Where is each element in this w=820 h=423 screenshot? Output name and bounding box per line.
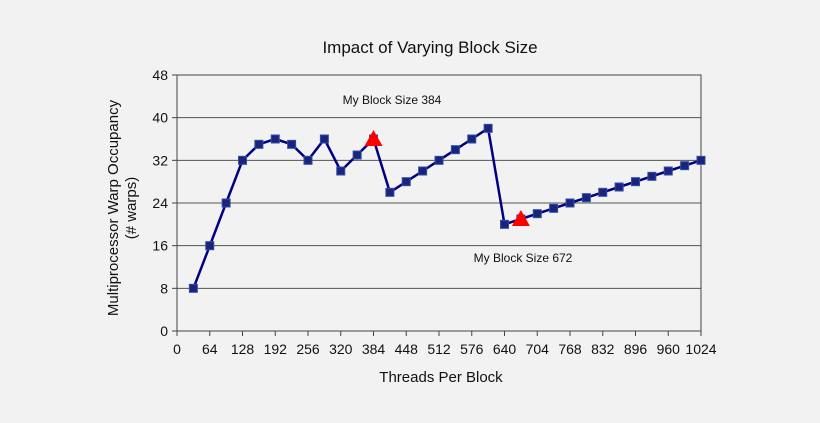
y-tick-label-40: 40 <box>152 110 168 126</box>
y-tick-label-0: 0 <box>160 323 168 339</box>
x-tick-label-704: 704 <box>526 341 550 357</box>
data-point-320 <box>336 166 346 176</box>
x-tick-label-512: 512 <box>427 341 451 357</box>
data-point-640 <box>500 219 509 229</box>
highlight-triangle-384 <box>364 130 383 146</box>
y-tick-label-24: 24 <box>152 195 168 211</box>
annotation-block-384: My Block Size 384 <box>343 93 442 107</box>
x-tick-label-896: 896 <box>624 341 648 357</box>
data-point-64 <box>205 241 215 251</box>
data-point-224 <box>287 139 297 149</box>
chart-title: Impact of Varying Block Size <box>322 38 537 57</box>
data-point-96 <box>221 198 231 208</box>
series-markers <box>188 123 706 293</box>
data-point-288 <box>319 134 329 144</box>
data-point-480 <box>418 166 428 176</box>
x-tick-label-256: 256 <box>296 341 320 357</box>
annotation-block-672: My Block Size 672 <box>474 251 573 265</box>
data-point-352 <box>352 150 362 160</box>
highlight-markers <box>364 130 530 226</box>
data-point-544 <box>450 145 460 155</box>
highlight-triangle-672 <box>511 210 530 226</box>
x-tick-label-192: 192 <box>264 341 288 357</box>
data-point-864 <box>614 182 624 192</box>
x-tick-label-1024: 1024 <box>685 341 716 357</box>
data-point-608 <box>483 123 493 133</box>
y-tick-label-8: 8 <box>160 280 168 296</box>
data-point-960 <box>663 166 673 176</box>
data-point-704 <box>532 209 542 219</box>
x-tick-label-384: 384 <box>362 341 386 357</box>
series-line <box>192 126 702 289</box>
data-point-448 <box>401 177 411 187</box>
y-axis-label-line-2: (# warps) <box>123 177 140 240</box>
data-point-128 <box>238 155 247 165</box>
data-point-800 <box>581 193 591 203</box>
data-point-192 <box>270 134 280 144</box>
data-point-928 <box>647 171 657 181</box>
data-point-32 <box>188 283 198 293</box>
data-point-160 <box>254 139 264 149</box>
y-axis-label-line-1: Multiprocessor Warp Occupancy <box>105 99 122 316</box>
data-point-416 <box>385 187 395 197</box>
y-tick-label-48: 48 <box>152 67 168 83</box>
data-point-896 <box>631 177 640 187</box>
y-axis-label: Multiprocessor Warp Occupancy (# warps) <box>105 99 140 316</box>
data-point-832 <box>598 187 608 197</box>
x-tick-label-576: 576 <box>460 341 484 357</box>
x-tick-label-960: 960 <box>657 341 681 357</box>
x-axis-label: Threads Per Block <box>379 369 503 386</box>
x-axis-ticks: 0 64 128 192 256 320 384 448 512 576 640 704 768 832 8… <box>173 331 717 357</box>
data-point-736 <box>549 203 559 213</box>
y-tick-label-16: 16 <box>152 238 168 254</box>
data-point-992 <box>680 161 690 171</box>
x-tick-label-0: 0 <box>173 341 181 357</box>
data-point-768 <box>565 198 575 208</box>
y-axis-ticks: 0 8 16 24 32 40 48 <box>152 67 177 339</box>
x-tick-label-448: 448 <box>395 341 419 357</box>
x-tick-label-64: 64 <box>202 341 218 357</box>
x-tick-label-768: 768 <box>558 341 582 357</box>
data-point-1024 <box>696 155 706 165</box>
data-point-512 <box>434 155 444 165</box>
x-tick-label-128: 128 <box>231 341 255 357</box>
x-tick-label-640: 640 <box>493 341 517 357</box>
data-point-576 <box>467 134 477 144</box>
y-tick-label-32: 32 <box>152 152 168 168</box>
x-tick-label-320: 320 <box>329 341 353 357</box>
data-point-256 <box>303 155 313 165</box>
gridlines <box>177 74 701 332</box>
x-tick-label-832: 832 <box>591 341 615 357</box>
